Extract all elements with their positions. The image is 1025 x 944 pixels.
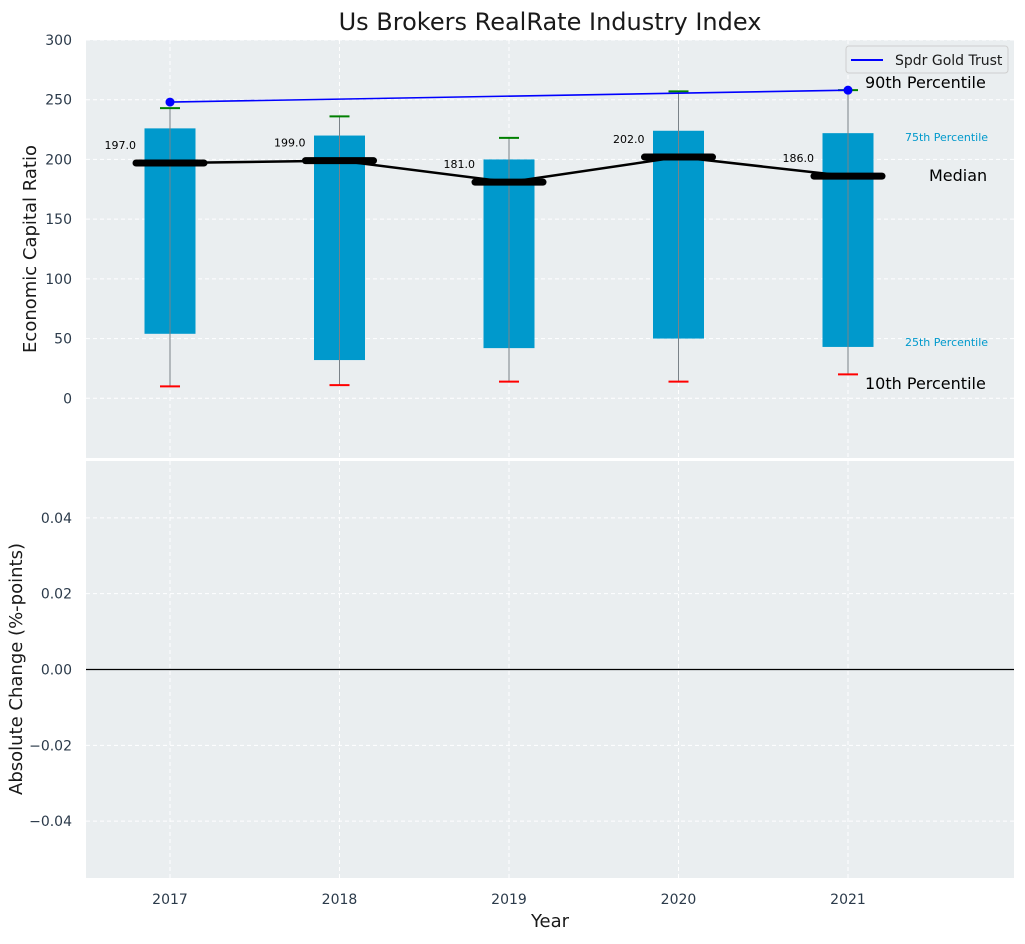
top-y-tick-label: 50	[54, 332, 72, 348]
median-value-label: 199.0	[274, 137, 306, 150]
top-y-tick-label: 250	[45, 93, 72, 109]
top-plot-area	[86, 40, 1014, 458]
bottom-y-tick-label: −0.02	[29, 738, 72, 754]
top-y-tick-label: 100	[45, 272, 72, 288]
annotation-25th-percentile: 25th Percentile	[905, 336, 988, 349]
bottom-y-tick-label: 0.02	[41, 587, 72, 603]
annotation-median: Median	[929, 166, 987, 185]
x-tick-label: 2018	[322, 892, 358, 908]
top-gridlines	[86, 39, 1014, 458]
top-chart-marks: 197.0 199.0 181.0 202.0 186.0	[105, 85, 886, 388]
legend: Spdr Gold Trust	[845, 45, 1009, 74]
top-y-tick-label: 150	[45, 212, 72, 228]
median-value-label: 202.0	[613, 133, 645, 146]
x-tick-label: 2020	[661, 892, 697, 908]
median-value-label: 181.0	[444, 158, 476, 171]
x-tick-label: 2017	[152, 892, 188, 908]
top-y-axis-label: Economic Capital Ratio	[20, 145, 41, 353]
median-value-label: 197.0	[105, 139, 137, 152]
annotation-10th-percentile: 10th Percentile	[865, 374, 986, 393]
series-line-spdr-gold-trust	[169, 89, 849, 103]
bottom-y-tick-label: 0.04	[41, 511, 72, 527]
legend-box	[845, 45, 1009, 74]
bottom-y-tick-label: −0.04	[29, 814, 72, 830]
chart-title: Us Brokers RealRate Industry Index	[339, 8, 762, 36]
series-point-spdr-gold-trust	[843, 85, 853, 95]
x-tick-label: 2021	[830, 892, 866, 908]
annotation-90th-percentile: 90th Percentile	[865, 73, 986, 92]
top-y-tick-label: 200	[45, 152, 72, 168]
legend-label-spdr-gold-trust: Spdr Gold Trust	[895, 53, 1003, 69]
axis-tick-labels: 0 50 100 150 200 250 300 −0.04 −0.02 0.00 0.02 0.04…	[29, 33, 866, 908]
x-axis-label: Year	[530, 911, 570, 932]
median-value-label: 186.0	[783, 152, 815, 165]
bottom-y-axis-label: Absolute Change (%-points)	[6, 543, 27, 795]
bottom-y-tick-label: 0.00	[41, 663, 72, 679]
series-point-spdr-gold-trust	[165, 97, 175, 107]
top-y-tick-label: 300	[45, 33, 72, 49]
top-y-tick-label: 0	[63, 391, 72, 407]
x-tick-label: 2019	[491, 892, 527, 908]
annotation-75th-percentile: 75th Percentile	[905, 131, 988, 144]
